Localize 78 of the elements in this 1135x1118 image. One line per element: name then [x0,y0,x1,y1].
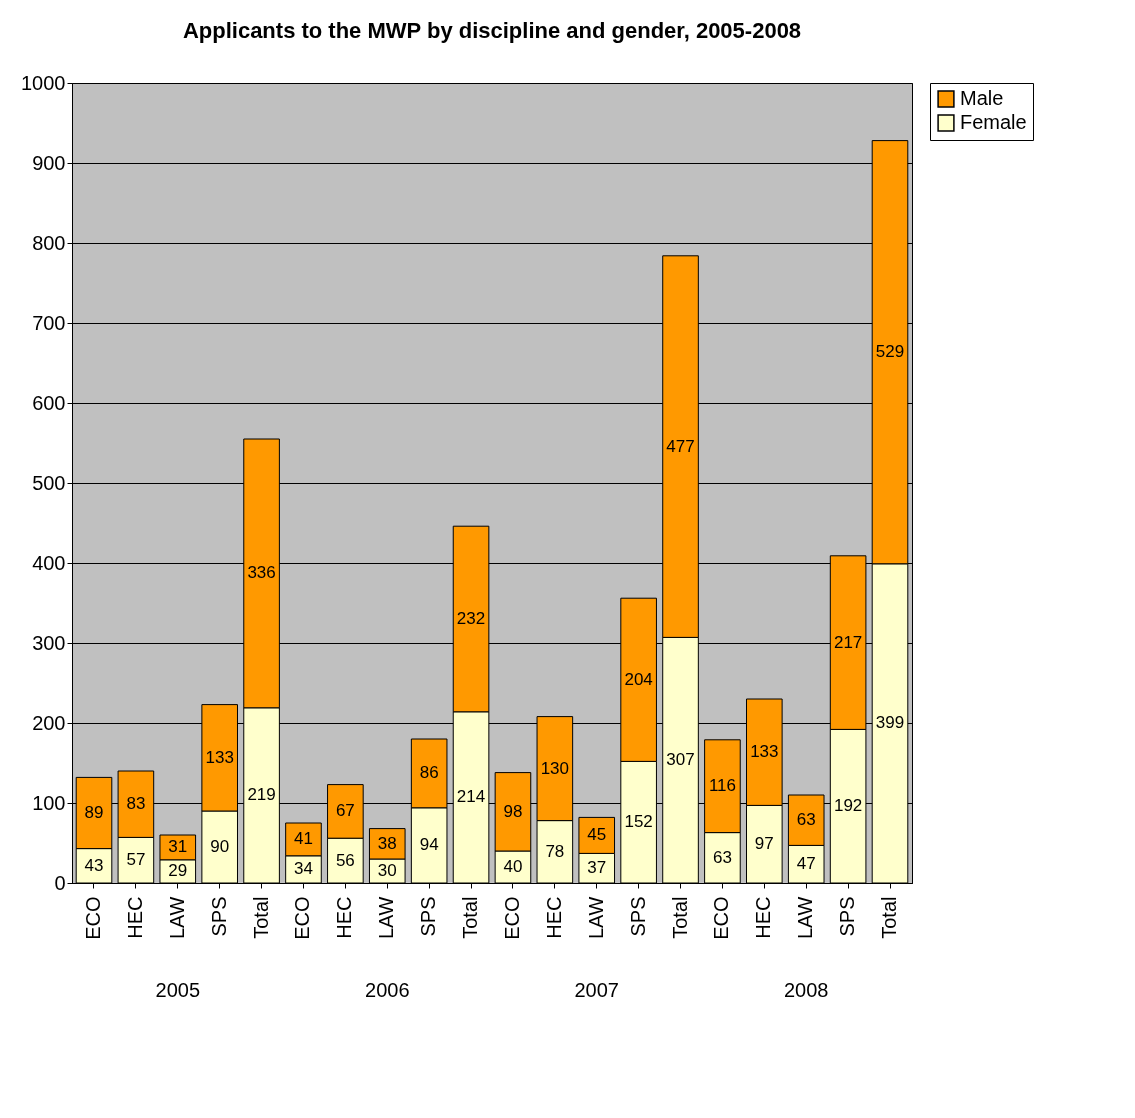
data-label: 116 [708,776,736,796]
legend-label: Female [960,111,1027,133]
x-tick-label: SPS [417,896,440,937]
data-label: 29 [168,861,188,881]
y-tick-label: 300 [32,631,66,654]
data-label: 307 [666,750,695,770]
data-label: 34 [294,859,313,879]
x-tick-label: HEC [123,896,146,939]
y-tick-label: 1000 [21,71,66,94]
x-tick-label: ECO [291,896,314,940]
x-tick-label: LAW [165,896,188,940]
data-label: 86 [419,763,439,783]
x-tick-label: SPS [836,896,859,937]
data-label: 192 [833,796,863,816]
data-label: 40 [503,857,523,876]
data-label: 217 [833,632,863,652]
chart-title: Applicants to the MWP by discipline and gender, 2005-2008 [182,18,802,43]
x-tick-label: Total [249,896,272,939]
x-tick-label: HEC [752,896,775,939]
data-label: 43 [84,855,104,875]
text: 2007 [574,979,619,1001]
x-tick-label: LAW [584,896,607,940]
x-tick-label: ECO [500,896,523,940]
data-label: 97 [754,834,774,854]
y-tick-label: 600 [32,391,66,414]
data-label: 90 [210,837,230,856]
text: 2008 [783,979,829,1001]
data-label: 31 [168,837,188,857]
data-label: 57 [126,850,146,870]
x-tick-label: Total [878,896,901,939]
y-tick-label: 500 [32,471,66,494]
x-tick-label: Total [459,896,482,939]
data-label: 67 [335,801,355,821]
data-label: 78 [545,841,565,861]
data-label: 38 [377,833,397,853]
data-label: 133 [205,747,234,767]
data-label: 89 [84,803,104,822]
y-tick-label: 200 [32,711,66,734]
data-label: 399 [875,713,905,733]
data-label: 477 [666,436,695,456]
x-tick-label: LAW [794,896,817,940]
x-tick-label: HEC [542,896,565,939]
y-tick-label: 0 [54,871,66,894]
text: 2005 [155,979,201,1001]
x-tick-label: Total [668,896,691,939]
data-label: 56 [335,850,355,870]
data-label: 41 [294,829,313,849]
data-label: 219 [247,785,276,805]
x-tick-label: ECO [82,896,104,940]
data-label: 63 [796,810,816,830]
data-label: 336 [247,563,276,583]
data-label: 214 [456,787,486,807]
data-label: 98 [503,801,523,821]
data-label: 63 [712,847,732,867]
legend-label: Male [960,87,1004,109]
data-label: 47 [796,854,816,874]
y-tick-label: 800 [32,231,66,254]
x-tick-label: ECO [710,896,733,940]
y-tick-label: 700 [32,311,66,334]
x-tick-label: SPS [207,896,230,937]
data-label: 45 [587,825,607,845]
data-label: 232 [456,609,486,628]
data-label: 133 [750,742,779,762]
x-tick-label: LAW [375,896,398,940]
data-label: 30 [377,861,397,880]
data-label: 130 [540,758,570,778]
x-tick-label: HEC [333,896,356,939]
data-label: 204 [624,669,653,689]
data-label: 152 [624,812,653,832]
data-label: 94 [419,835,439,855]
y-tick-label: 400 [32,551,66,574]
x-tick-label: SPS [626,896,649,937]
data-label: 529 [875,342,905,362]
data-label: 37 [587,858,607,878]
y-tick-label: 100 [32,791,66,814]
text: 2006 [365,979,410,1001]
data-label: 83 [126,794,146,814]
y-tick-label: 900 [32,151,66,174]
